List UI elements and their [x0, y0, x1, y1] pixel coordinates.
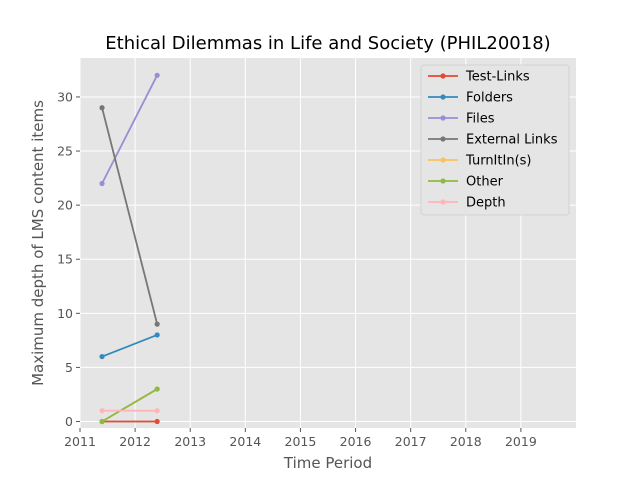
legend-label: Files — [466, 112, 495, 127]
y-tick-label: 25 — [57, 144, 73, 159]
data-point — [155, 408, 160, 413]
data-point — [99, 408, 104, 413]
legend-marker — [440, 73, 445, 78]
y-tick-label: 0 — [65, 414, 73, 429]
data-point — [155, 386, 160, 391]
x-tick-label: 2014 — [229, 434, 261, 449]
legend-marker — [440, 199, 445, 204]
legend-marker — [440, 115, 445, 120]
x-tick-label: 2011 — [64, 434, 96, 449]
legend-label: Other — [466, 175, 504, 190]
x-tick-label: 2016 — [340, 434, 372, 449]
legend-label: Depth — [466, 196, 506, 211]
x-tick-label: 2015 — [285, 434, 317, 449]
data-point — [155, 73, 160, 78]
chart-title: Ethical Dilemmas in Life and Society (PH… — [105, 33, 550, 54]
legend-marker — [440, 178, 445, 183]
y-tick-label: 10 — [57, 306, 73, 321]
legend-label: TurnItIn(s) — [465, 154, 531, 169]
legend-marker — [440, 94, 445, 99]
legend-label: Test-Links — [465, 70, 530, 85]
data-point — [155, 332, 160, 337]
y-axis-ticks: 0 5 10 15 20 25 30 — [57, 89, 80, 429]
x-tick-label: 2017 — [395, 434, 427, 449]
y-tick-label: 5 — [65, 360, 73, 375]
x-tick-label: 2013 — [174, 434, 206, 449]
y-tick-label: 20 — [57, 198, 73, 213]
x-tick-label: 2019 — [505, 434, 537, 449]
data-point — [99, 419, 104, 424]
data-point — [155, 322, 160, 327]
data-point — [99, 105, 104, 110]
legend-label: External Links — [466, 133, 558, 148]
y-axis-label: Maximum depth of LMS content items — [29, 100, 47, 386]
y-tick-label: 30 — [57, 89, 73, 104]
legend: Test-Links Folders Files External Links Turn… — [421, 65, 569, 215]
legend-marker — [440, 157, 445, 162]
x-axis-label: Time Period — [283, 454, 372, 472]
data-point — [99, 354, 104, 359]
x-tick-label: 2012 — [119, 434, 151, 449]
x-tick-label: 2018 — [450, 434, 482, 449]
data-point — [155, 419, 160, 424]
data-point — [99, 181, 104, 186]
legend-marker — [440, 136, 445, 141]
legend-label: Folders — [466, 91, 513, 106]
x-axis-ticks: 2011 2012 2013 2014 2015 2016 2017 2018 2019 — [64, 428, 537, 449]
y-tick-label: 15 — [57, 252, 73, 267]
